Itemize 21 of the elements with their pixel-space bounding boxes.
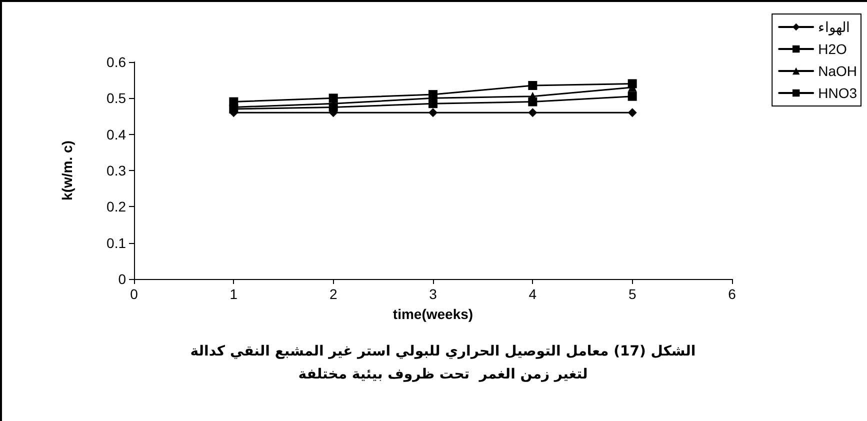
y-tick-label: 0.5 [106,90,126,106]
legend-label: H2O [818,41,847,57]
y-axis-title: k(w/m. c) [59,140,75,200]
y-tick-label: 0.4 [106,126,126,142]
text: الشكل (17) معامل التوصيل الحراري للبولي استر غير المشبع النقي كدالة لتغير زمن الغمر تحت ظروف بيئية مختلفة [190,344,696,382]
x-tick-label: 0 [130,286,138,302]
x-tick-label: 3 [429,286,438,302]
x-tick-label: 1 [230,286,238,302]
x-tick-label: 2 [329,286,338,302]
x-axis-title: time(weeks) [392,306,474,322]
x-tick-label: 4 [528,286,537,302]
legend-label: NaOH [818,63,858,79]
y-tick-label: 0.6 [106,54,126,70]
y-tick-label: 0.3 [106,162,126,178]
legend-label: HNO3 [818,85,858,101]
y-tick-label: 0 [118,271,126,287]
x-tick-label: 5 [628,286,636,302]
y-tick-label: 0.1 [106,234,126,251]
x-tick-label: 6 [728,286,736,302]
legend-label: الهواء [818,19,850,36]
y-tick-label: 0.2 [106,198,126,215]
